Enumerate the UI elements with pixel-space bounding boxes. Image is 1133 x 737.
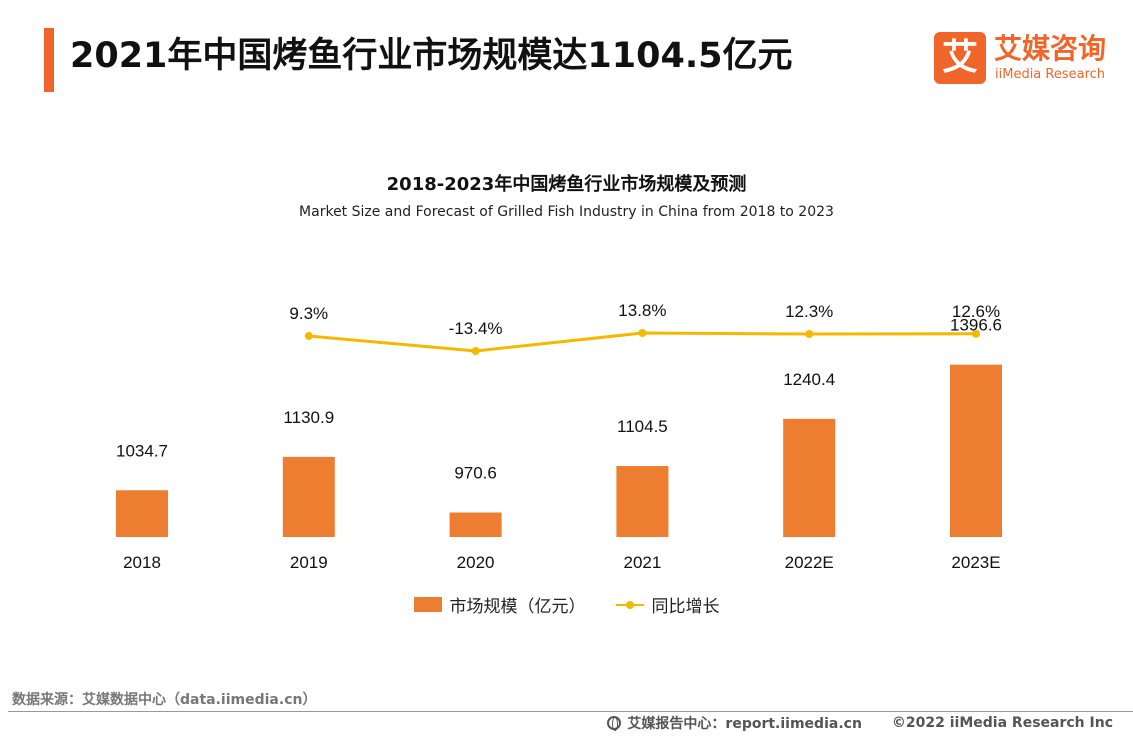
x-tick-label-2022E: 2022E	[785, 553, 834, 572]
legend-item-market-size: 市场规模（亿元）	[413, 592, 586, 617]
logo-mark: 艾	[934, 32, 986, 84]
x-tick-label-2019: 2019	[290, 553, 328, 572]
bar-2022E	[783, 418, 836, 537]
footer: 艾媒报告中心：report.iimedia.cn ©2022 iiMedia R…	[607, 713, 1113, 733]
x-tick-label-2023E: 2023E	[951, 553, 1000, 572]
legend-item-yoy-growth: 同比增长	[615, 592, 720, 617]
x-tick-label-2018: 2018	[123, 553, 161, 572]
bar-2021	[616, 466, 669, 537]
growth-point-2023E	[972, 329, 980, 338]
bar-2019	[282, 456, 335, 537]
iimedia-logo: 艾 艾媒咨询 iiMedia Research	[934, 32, 1124, 88]
title-accent-bar	[44, 28, 54, 92]
footer-copyright: ©2022 iiMedia Research Inc	[891, 715, 1113, 731]
bar-2023E	[950, 364, 1002, 537]
logo-chinese-name: 艾媒咨询	[994, 32, 1107, 65]
page-title: 2021年中国烤鱼行业市场规模达1104.5亿元	[70, 36, 793, 76]
logo-mark-glyph: 艾	[941, 37, 978, 78]
growth-label-2020: -13.4%	[449, 319, 503, 338]
bar-value-label-2019: 1130.9	[283, 408, 334, 427]
globe-icon	[607, 716, 622, 731]
bar-value-label-2018: 1034.7	[116, 441, 168, 460]
legend-bar-swatch	[413, 597, 442, 612]
bar-2020	[449, 512, 502, 537]
growth-label-2023E: 12.6%	[952, 302, 1000, 321]
growth-label-2019: 9.3%	[289, 304, 328, 323]
growth-label-2022E: 12.3%	[785, 302, 833, 321]
bar-value-label-2021: 1104.5	[617, 417, 668, 436]
bar-2018	[116, 490, 168, 537]
bar-value-label-2020: 970.6	[454, 463, 497, 482]
growth-point-2019	[304, 331, 313, 340]
bar-value-label-2022E: 1240.4	[783, 370, 835, 389]
legend-label-market-size: 市场规模（亿元）	[449, 597, 586, 617]
chart-legend: 市场规模（亿元） 同比增长	[0, 592, 1133, 617]
data-source: 数据来源：艾媒数据中心（data.iimedia.cn）	[12, 692, 317, 708]
growth-point-2022E	[805, 329, 814, 338]
growth-point-2021	[638, 329, 647, 337]
chart-title: 2018-2023年中国烤鱼行业市场规模及预测	[386, 174, 747, 195]
legend-line-swatch	[615, 597, 644, 612]
footer-report-link[interactable]: 艾媒报告中心：report.iimedia.cn	[627, 716, 862, 732]
x-tick-label-2020: 2020	[457, 553, 495, 572]
legend-label-yoy-growth: 同比增长	[651, 597, 720, 617]
logo-english-name: iiMedia Research	[995, 67, 1106, 82]
growth-label-2021: 13.8%	[618, 301, 666, 320]
chart-subtitle: Market Size and Forecast of Grilled Fish…	[299, 204, 834, 220]
x-tick-label-2021: 2021	[623, 553, 661, 572]
bar-value-label-2023E: 1396.6	[950, 316, 1002, 335]
footer-divider	[8, 711, 1133, 712]
growth-point-2020	[471, 347, 480, 355]
